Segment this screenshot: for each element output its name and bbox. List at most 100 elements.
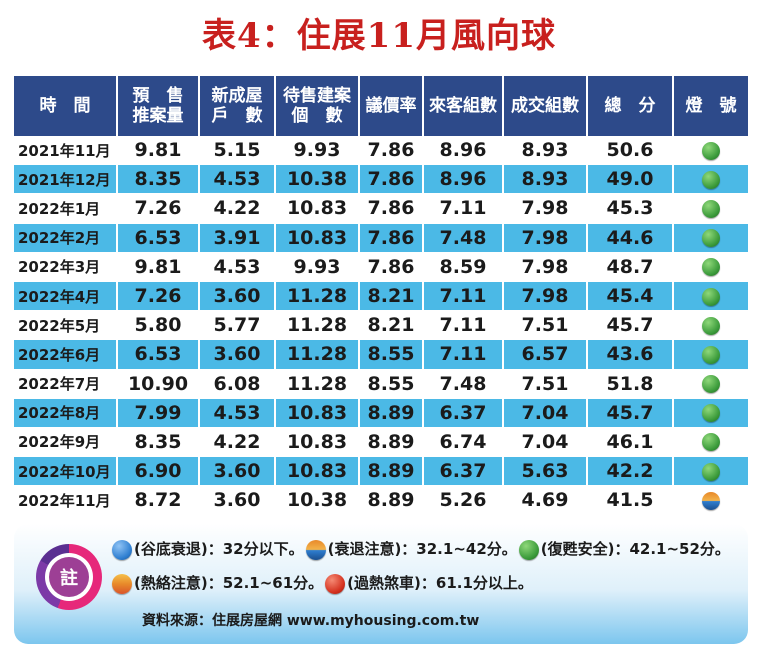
light-green-icon	[702, 375, 720, 394]
light-yellow-blue-icon	[305, 539, 326, 560]
title-main: 住展11月風向球	[296, 16, 556, 56]
light-green-icon	[702, 199, 720, 218]
cell-total: 51.8	[588, 369, 674, 399]
header-cell: 燈 號	[674, 76, 748, 136]
cell-light	[674, 486, 748, 516]
cell-presale: 9.81	[118, 136, 200, 166]
cell-new: 3.60	[200, 281, 276, 312]
cell-new: 6.08	[200, 369, 276, 399]
note-badge-label: 註	[49, 557, 89, 597]
cell-visitors: 7.11	[424, 311, 504, 341]
cell-time: 2022年11月	[14, 486, 118, 516]
legend-label: (過熱煞車)：61.1分以上。	[347, 574, 533, 592]
legend-item: (復甦安全)：42.1~52分。	[518, 539, 730, 560]
cell-pending: 10.83	[276, 194, 360, 224]
light-yellow-blue-icon	[702, 491, 720, 510]
note-badge: 註	[36, 544, 102, 610]
legend-line-1: (谷底衰退)：32分以下。 (衰退注意)：32.1~42分。 (復甦安全)：42.1…	[112, 538, 732, 560]
cell-total: 45.3	[588, 194, 674, 224]
cell-light	[674, 281, 748, 312]
cell-new: 4.22	[200, 194, 276, 224]
cell-new: 4.53	[200, 165, 276, 195]
cell-deals: 7.51	[504, 369, 588, 399]
header-cell: 待售建案 個 數	[276, 76, 360, 136]
cell-time: 2022年3月	[14, 252, 118, 282]
cell-deals: 7.98	[504, 252, 588, 282]
cell-pending: 11.28	[276, 340, 360, 370]
cell-time: 2022年6月	[14, 340, 118, 370]
cell-presale: 9.81	[118, 252, 200, 282]
legend-label: (衰退注意)：32.1~42分。	[327, 540, 517, 558]
cell-total: 48.7	[588, 252, 674, 282]
cell-visitors: 8.96	[424, 136, 504, 166]
header-cell: 時 間	[14, 76, 118, 136]
cell-visitors: 5.26	[424, 486, 504, 516]
cell-light	[674, 398, 748, 428]
table-row: 2022年2月 6.53 3.91 10.83 7.86 7.48 7.98 44.6	[14, 223, 748, 253]
cell-presale: 7.99	[118, 398, 200, 428]
cell-light	[674, 223, 748, 253]
cell-bargain: 8.21	[360, 281, 424, 312]
light-green-icon	[702, 287, 720, 306]
light-green-icon	[702, 141, 720, 160]
cell-bargain: 7.86	[360, 165, 424, 195]
cell-new: 3.60	[200, 340, 276, 370]
cell-new: 3.91	[200, 223, 276, 253]
cell-presale: 6.90	[118, 457, 200, 487]
legend-item: (過熱煞車)：61.1分以上。	[325, 573, 533, 594]
cell-bargain: 8.55	[360, 369, 424, 399]
cell-deals: 5.63	[504, 457, 588, 487]
cell-deals: 7.04	[504, 398, 588, 428]
cell-total: 49.0	[588, 165, 674, 195]
cell-new: 5.77	[200, 311, 276, 341]
light-green-icon	[702, 404, 720, 423]
cell-new: 4.53	[200, 252, 276, 282]
table-row: 2022年4月 7.26 3.60 11.28 8.21 7.11 7.98 45.4	[14, 281, 748, 312]
cell-bargain: 8.89	[360, 457, 424, 487]
cell-visitors: 6.37	[424, 457, 504, 487]
cell-visitors: 7.11	[424, 281, 504, 312]
table-row: 2022年6月 6.53 3.60 11.28 8.55 7.11 6.57 43.6	[14, 340, 748, 370]
cell-bargain: 7.86	[360, 136, 424, 166]
cell-time: 2022年9月	[14, 427, 118, 458]
cell-presale: 6.53	[118, 340, 200, 370]
legend-item: (熱絡注意)：52.1~61分。	[112, 573, 324, 594]
table-row: 2022年10月 6.90 3.60 10.83 8.89 6.37 5.63 42.2	[14, 457, 748, 487]
note-panel: 註 (谷底衰退)：32分以下。 (衰退注意)：32.1~42分。 (復甦安全)：42…	[14, 524, 748, 644]
cell-total: 45.7	[588, 398, 674, 428]
cell-time: 2021年12月	[14, 165, 118, 195]
wind-ball-table: 時 間預 售 推案量 新成屋 戶 數待售建案 個 數議價率 來客組數 成交組數總 分燈…	[14, 76, 748, 516]
light-green-icon	[518, 539, 539, 560]
cell-light	[674, 457, 748, 487]
cell-total: 45.4	[588, 281, 674, 312]
cell-visitors: 7.48	[424, 369, 504, 399]
cell-light	[674, 165, 748, 195]
cell-total: 41.5	[588, 486, 674, 516]
light-blue-icon	[112, 539, 132, 560]
cell-bargain: 8.55	[360, 340, 424, 370]
legend-label: (熱絡注意)：52.1~61分。	[134, 574, 324, 592]
legend-item: (谷底衰退)：32分以下。	[112, 539, 304, 560]
cell-deals: 4.69	[504, 486, 588, 516]
cell-presale: 8.35	[118, 165, 200, 195]
cell-pending: 10.38	[276, 486, 360, 516]
table-row: 2021年12月 8.35 4.53 10.38 7.86 8.96 8.93 49.0	[14, 165, 748, 195]
cell-visitors: 6.74	[424, 427, 504, 458]
cell-pending: 10.83	[276, 457, 360, 487]
cell-bargain: 7.86	[360, 223, 424, 253]
cell-time: 2022年1月	[14, 194, 118, 224]
cell-new: 3.60	[200, 457, 276, 487]
table-row: 2022年1月 7.26 4.22 10.83 7.86 7.11 7.98 45.3	[14, 194, 748, 224]
cell-deals: 7.51	[504, 311, 588, 341]
cell-total: 43.6	[588, 340, 674, 370]
cell-presale: 6.53	[118, 223, 200, 253]
legend-line-2: (熱絡注意)：52.1~61分。 (過熱煞車)：61.1分以上。	[112, 572, 535, 594]
cell-deals: 7.04	[504, 427, 588, 458]
cell-bargain: 7.86	[360, 194, 424, 224]
cell-pending: 11.28	[276, 311, 360, 341]
cell-total: 42.2	[588, 457, 674, 487]
light-green-icon	[702, 316, 720, 335]
cell-deals: 7.98	[504, 223, 588, 253]
cell-deals: 8.93	[504, 136, 588, 166]
cell-visitors: 6.37	[424, 398, 504, 428]
